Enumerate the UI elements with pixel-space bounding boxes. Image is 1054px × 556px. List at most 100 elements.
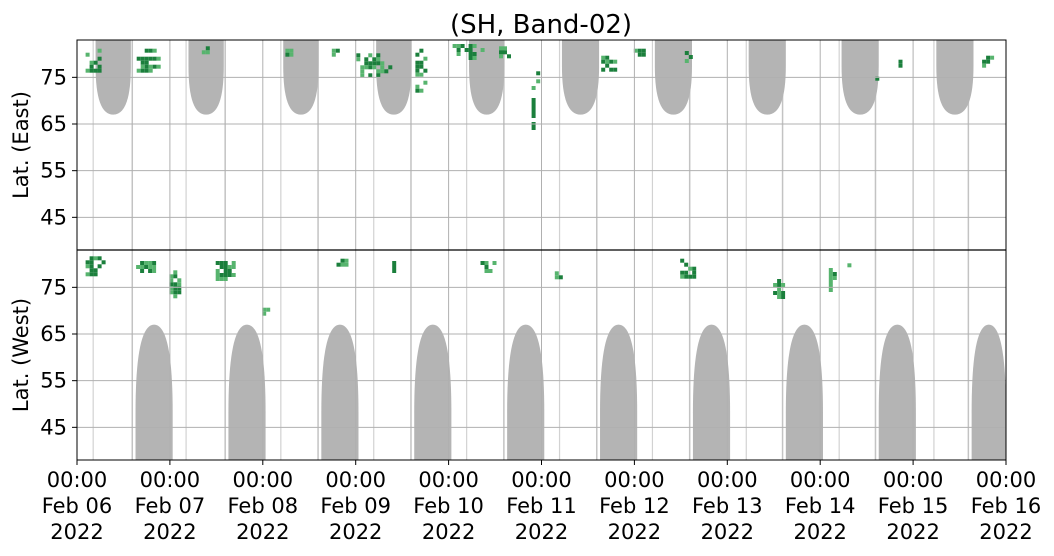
activity-cell <box>531 106 536 110</box>
activity-cell <box>692 266 697 271</box>
activity-cell <box>637 52 642 57</box>
activity-cell <box>503 46 507 51</box>
activity-cell <box>415 88 420 93</box>
activity-cell <box>392 269 397 273</box>
x-tick-label: 2022 <box>236 520 289 544</box>
activity-cell <box>828 276 833 280</box>
activity-cell <box>680 258 685 263</box>
activity-cell <box>828 284 833 288</box>
activity-cell <box>144 60 149 65</box>
activity-cell <box>531 86 536 90</box>
activity-cell <box>205 46 210 51</box>
activity-cell <box>456 52 461 56</box>
activity-cell <box>89 60 94 65</box>
y-tick-east-label: 45 <box>40 205 67 229</box>
activity-cell <box>152 269 157 273</box>
x-tick-label: Feb 06 <box>42 494 113 518</box>
x-tick-label: 2022 <box>793 520 846 544</box>
activity-cell <box>986 55 991 60</box>
activity-cell <box>777 295 782 299</box>
activity-cell <box>368 73 373 78</box>
activity-cell <box>613 59 618 64</box>
x-tick-label: Feb 16 <box>971 494 1042 518</box>
activity-cell <box>144 265 149 269</box>
activity-cell <box>289 48 294 53</box>
y-tick-east-label: 55 <box>40 159 67 183</box>
activity-cell <box>223 265 228 269</box>
activity-cell <box>392 265 397 269</box>
activity-cell <box>85 52 90 57</box>
activity-cell <box>93 60 98 65</box>
activity-cell <box>773 291 778 295</box>
activity-cell <box>415 52 420 57</box>
activity-cell <box>558 275 563 280</box>
activity-cell <box>468 44 473 48</box>
y-axis-label-east: Lat. (East) <box>9 91 33 199</box>
activity-cell <box>828 280 833 284</box>
activity-cell <box>688 55 693 59</box>
x-tick-label: 00:00 <box>697 468 758 492</box>
activity-cell <box>93 272 98 277</box>
activity-cell <box>148 261 153 265</box>
activity-cell <box>173 274 178 279</box>
activity-cell <box>156 56 161 61</box>
activity-cell <box>452 44 457 48</box>
activity-cell <box>419 60 424 65</box>
activity-cell <box>419 64 424 69</box>
activity-cell <box>480 261 485 265</box>
x-tick-label: Feb 12 <box>599 494 670 518</box>
x-tick-label: 00:00 <box>47 468 108 492</box>
activity-cell <box>536 79 541 84</box>
activity-cell <box>376 61 381 66</box>
activity-cell <box>684 274 689 279</box>
activity-cell <box>384 69 389 74</box>
activity-cell <box>93 68 98 73</box>
x-tick-label: Feb 07 <box>135 494 206 518</box>
activity-cell <box>152 261 157 265</box>
activity-cell <box>376 69 381 74</box>
x-tick-label: 2022 <box>886 520 939 544</box>
activity-cell <box>169 274 174 279</box>
activity-cell <box>340 262 345 267</box>
activity-cell <box>173 286 178 291</box>
activity-cell <box>89 268 94 273</box>
activity-cell <box>136 265 141 269</box>
activity-cell <box>97 48 102 53</box>
activity-cell <box>605 63 610 68</box>
y-tick-east-label: 75 <box>40 65 67 89</box>
activity-cell <box>380 61 385 66</box>
activity-cell <box>986 59 991 64</box>
activity-cell <box>285 52 290 57</box>
west-no-data-region <box>507 324 545 460</box>
activity-cell <box>148 265 153 269</box>
y-tick-west-label: 55 <box>40 369 67 393</box>
activity-cell <box>641 48 646 53</box>
activity-cell <box>376 73 381 78</box>
activity-cell <box>89 256 94 261</box>
activity-cell <box>140 269 145 273</box>
activity-cell <box>364 61 369 66</box>
activity-cell <box>777 283 782 287</box>
activity-cell <box>177 282 182 287</box>
activity-cell <box>684 262 689 267</box>
activity-cell <box>289 52 294 57</box>
west-no-data-region <box>228 324 266 460</box>
activity-cell <box>223 277 228 281</box>
activity-cell <box>832 276 837 280</box>
activity-cell <box>85 264 90 269</box>
activity-cell <box>152 64 157 69</box>
x-tick-label: 00:00 <box>418 468 479 492</box>
activity-cell <box>507 54 511 59</box>
activity-cell <box>456 44 461 48</box>
activity-cell <box>380 69 385 74</box>
activity-cell <box>266 307 271 312</box>
activity-cell <box>613 67 618 72</box>
activity-cell <box>262 311 267 316</box>
activity-cell <box>601 59 606 64</box>
activity-cell <box>223 269 228 273</box>
activity-cell <box>262 307 267 312</box>
activity-cells <box>85 44 995 316</box>
activity-cell <box>231 265 236 269</box>
activity-cell <box>376 57 381 62</box>
activity-cell <box>93 256 98 261</box>
